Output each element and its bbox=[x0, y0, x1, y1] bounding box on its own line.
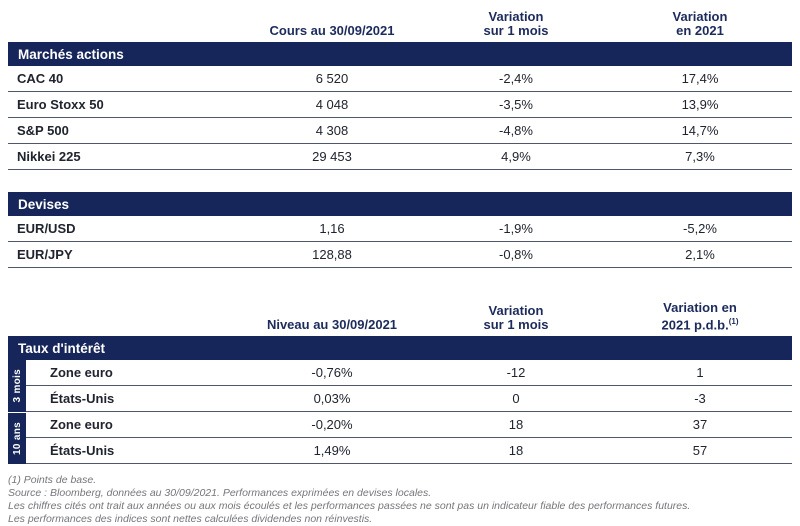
variation-year: 2,1% bbox=[685, 247, 715, 262]
variation-month: -0,8% bbox=[499, 247, 533, 262]
table-row-eurostoxx: Euro Stoxx 50 4 048 -3,5% 13,9% bbox=[8, 92, 792, 118]
price-value: 1,16 bbox=[319, 221, 345, 236]
column-header-cours: Cours au 30/09/2021 bbox=[269, 23, 395, 38]
level-value: -0,76% bbox=[311, 365, 353, 380]
row-label: Zone euro bbox=[50, 365, 113, 380]
table-row-eurusd: EUR/USD 1,16 -1,9% -5,2% bbox=[8, 216, 792, 242]
section-gap bbox=[8, 268, 792, 294]
market-data-report: Cours au 30/09/2021 Variation sur 1 mois… bbox=[8, 0, 792, 526]
section-header-marches-actions: Marchés actions bbox=[8, 42, 792, 66]
variation-year: -3 bbox=[694, 391, 706, 406]
rates-group-10ans: 10 ans Zone euro -0,20% 18 37 États-Unis… bbox=[8, 412, 792, 464]
table-row-3mois-zone-euro: Zone euro -0,76% -12 1 bbox=[26, 360, 792, 386]
row-label: EUR/USD bbox=[17, 221, 76, 236]
column-header-niveau: Niveau au 30/09/2021 bbox=[266, 317, 398, 332]
variation-year: 57 bbox=[692, 443, 708, 458]
variation-month: -4,8% bbox=[499, 123, 533, 138]
section-header-taux-interet: Taux d'intérêt bbox=[8, 336, 792, 360]
variation-month: -3,5% bbox=[499, 97, 533, 112]
table-row-3mois-etats-unis: États-Unis 0,03% 0 -3 bbox=[26, 386, 792, 412]
footnotes: (1) Points de base. Source : Bloomberg, … bbox=[8, 474, 792, 526]
rates-group-3mois: 3 mois Zone euro -0,76% -12 1 États-Unis… bbox=[8, 360, 792, 412]
variation-year: -5,2% bbox=[683, 221, 717, 236]
table1-column-headers: Cours au 30/09/2021 Variation sur 1 mois… bbox=[8, 0, 792, 42]
table-row-nikkei: Nikkei 225 29 453 4,9% 7,3% bbox=[8, 144, 792, 170]
row-label: S&P 500 bbox=[17, 123, 69, 138]
price-value: 4 048 bbox=[315, 97, 349, 112]
variation-month: 4,9% bbox=[501, 149, 531, 164]
column-header-variation-2021: Variation en 2021 bbox=[672, 9, 728, 38]
variation-month: -1,9% bbox=[499, 221, 533, 236]
level-value: 1,49% bbox=[313, 443, 351, 458]
table2-column-headers: Niveau au 30/09/2021 Variation sur 1 moi… bbox=[8, 294, 792, 336]
footnote-marker: (1) bbox=[728, 316, 739, 326]
variation-month: 0 bbox=[512, 391, 520, 406]
section-header-devises: Devises bbox=[8, 192, 792, 216]
row-label: Zone euro bbox=[50, 417, 113, 432]
variation-year: 13,9% bbox=[681, 97, 719, 112]
variation-year: 14,7% bbox=[681, 123, 719, 138]
table-row-cac40: CAC 40 6 520 -2,4% 17,4% bbox=[8, 66, 792, 92]
level-value: -0,20% bbox=[311, 417, 353, 432]
variation-year: 17,4% bbox=[681, 71, 719, 86]
row-label: EUR/JPY bbox=[17, 247, 73, 262]
level-value: 0,03% bbox=[313, 391, 351, 406]
row-label: États-Unis bbox=[50, 443, 115, 458]
row-label: CAC 40 bbox=[17, 71, 64, 86]
section-title: Marchés actions bbox=[18, 46, 124, 62]
price-value: 4 308 bbox=[315, 123, 349, 138]
variation-year: 37 bbox=[692, 417, 708, 432]
variation-month: -2,4% bbox=[499, 71, 533, 86]
variation-year: 7,3% bbox=[685, 149, 715, 164]
table-row-10ans-zone-euro: Zone euro -0,20% 18 37 bbox=[26, 412, 792, 438]
table-row-sp500: S&P 500 4 308 -4,8% 14,7% bbox=[8, 118, 792, 144]
row-label: Euro Stoxx 50 bbox=[17, 97, 104, 112]
footnote-line: Source : Bloomberg, données au 30/09/202… bbox=[8, 487, 432, 499]
table-row-10ans-etats-unis: États-Unis 1,49% 18 57 bbox=[26, 438, 792, 464]
group-strip-3mois: 3 mois bbox=[8, 360, 26, 412]
group-strip-10ans: 10 ans bbox=[8, 413, 26, 464]
row-label: Nikkei 225 bbox=[17, 149, 81, 164]
price-value: 6 520 bbox=[315, 71, 349, 86]
footnote-line: (1) Points de base. bbox=[8, 474, 97, 486]
section-title: Taux d'intérêt bbox=[18, 340, 105, 356]
column-header-variation-mois: Variation sur 1 mois bbox=[483, 9, 549, 38]
table-row-eurjpy: EUR/JPY 128,88 -0,8% 2,1% bbox=[8, 242, 792, 268]
column-header-variation-mois: Variation sur 1 mois bbox=[483, 303, 549, 332]
price-value: 29 453 bbox=[312, 149, 352, 164]
variation-month: 18 bbox=[508, 443, 524, 458]
variation-year: 1 bbox=[696, 365, 704, 380]
section-gap bbox=[8, 170, 792, 192]
section-title: Devises bbox=[18, 196, 70, 212]
price-value: 128,88 bbox=[312, 247, 352, 262]
group-label: 10 ans bbox=[11, 422, 23, 455]
footnote-line: Les chiffres cités ont trait aux années … bbox=[8, 500, 691, 512]
row-label: États-Unis bbox=[50, 391, 115, 406]
variation-month: -12 bbox=[506, 365, 526, 380]
group-label: 3 mois bbox=[11, 369, 23, 403]
column-header-variation-pdb: Variation en 2021 p.d.b.(1) bbox=[661, 299, 739, 332]
variation-month: 18 bbox=[508, 417, 524, 432]
